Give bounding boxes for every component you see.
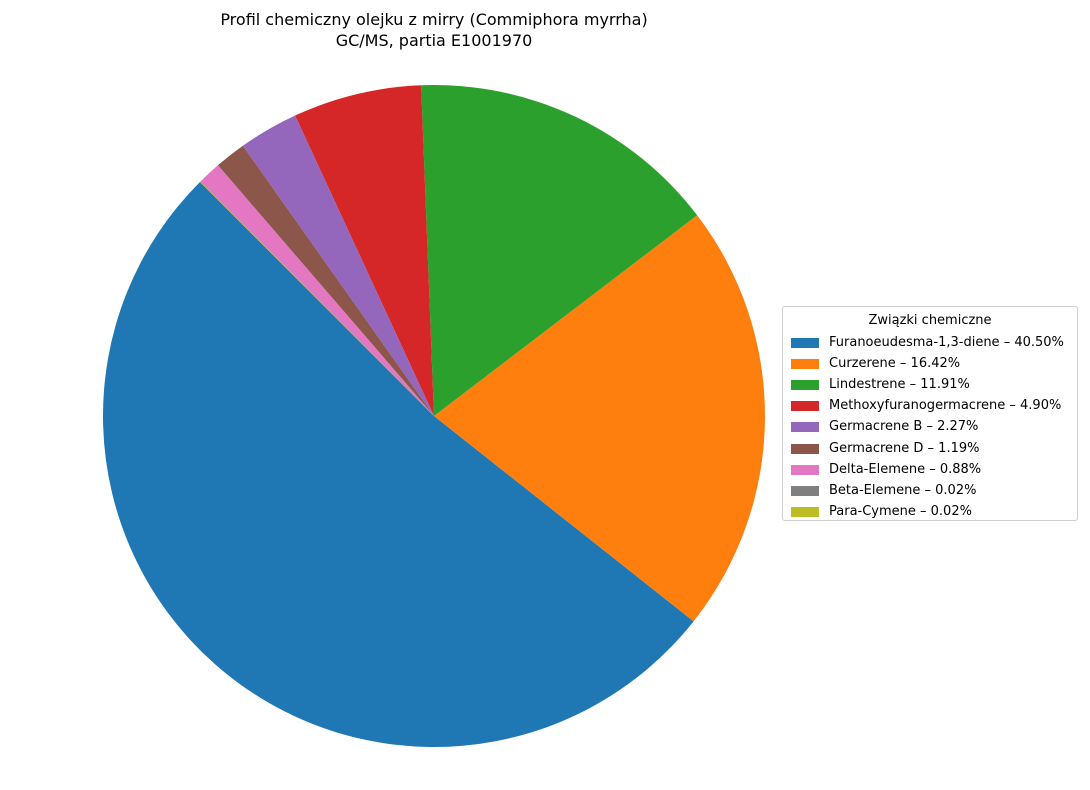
legend-label: Curzerene – 16.42%	[829, 355, 961, 371]
legend-label: Lindestrene – 11.91%	[829, 376, 970, 392]
pie-slice-lindestrene	[421, 85, 698, 416]
legend-item: Curzerene – 16.42%	[791, 353, 1069, 374]
chart-subtitle: GC/MS, partia E1001970	[335, 31, 533, 50]
pie-slice-delta-elemene	[200, 165, 434, 416]
legend-label: Delta-Elemene – 0.88%	[829, 461, 982, 477]
legend-label: Methoxyfuranogermacrene – 4.90%	[829, 398, 1062, 414]
legend: Związki chemiczne Furanoeudesma-1,3-dien…	[782, 306, 1078, 521]
legend-label: Furanoeudesma-1,3-diene – 40.50%	[829, 334, 1064, 350]
legend-items: Furanoeudesma-1,3-diene – 40.50% Curzeren…	[791, 332, 1069, 523]
chart-title: Profil chemiczny olejku z mirry (Commiph…	[134, 9, 734, 51]
legend-item: Germacrene D – 1.19%	[791, 438, 1069, 459]
legend-label: Beta-Elemene – 0.02%	[829, 482, 977, 498]
legend-label: Germacrene D – 1.19%	[829, 440, 980, 456]
legend-item: Furanoeudesma-1,3-diene – 40.50%	[791, 332, 1069, 353]
legend-title: Związki chemiczne	[868, 313, 992, 328]
legend-swatch	[791, 401, 819, 412]
legend-item: Germacrene B – 2.27%	[791, 417, 1069, 438]
legend-label: Germacrene B – 2.27%	[829, 419, 979, 435]
pie-slice-para-cymene	[199, 181, 434, 416]
legend-swatch	[791, 507, 819, 518]
legend-swatch	[791, 485, 819, 496]
legend-swatch	[791, 464, 819, 475]
legend-swatch	[791, 422, 819, 433]
legend-item: Beta-Elemene – 0.02%	[791, 480, 1069, 501]
pie-slice-furanoeudesma-1-3-diene	[102, 181, 694, 748]
legend-item: Para-Cymene – 0.02%	[791, 502, 1069, 523]
legend-swatch	[791, 379, 819, 390]
pie-slice-germacrene-d	[217, 145, 434, 416]
pie-slice-curzerene	[434, 215, 765, 622]
legend-swatch	[791, 358, 819, 369]
legend-item: Delta-Elemene – 0.88%	[791, 459, 1069, 480]
legend-item: Lindestrene – 11.91%	[791, 374, 1069, 395]
legend-swatch	[791, 337, 819, 348]
legend-label: Para-Cymene – 0.02%	[829, 504, 972, 520]
pie-slice-beta-elemene	[200, 181, 434, 416]
legend-item: Methoxyfuranogermacrene – 4.90%	[791, 396, 1069, 417]
pie-slice-germacrene-b	[242, 115, 434, 416]
chart-title-line: Profil chemiczny olejku z mirry (Commiph…	[220, 10, 648, 29]
pie-slice-methoxyfuranogermacrene	[295, 85, 434, 416]
legend-swatch	[791, 443, 819, 454]
